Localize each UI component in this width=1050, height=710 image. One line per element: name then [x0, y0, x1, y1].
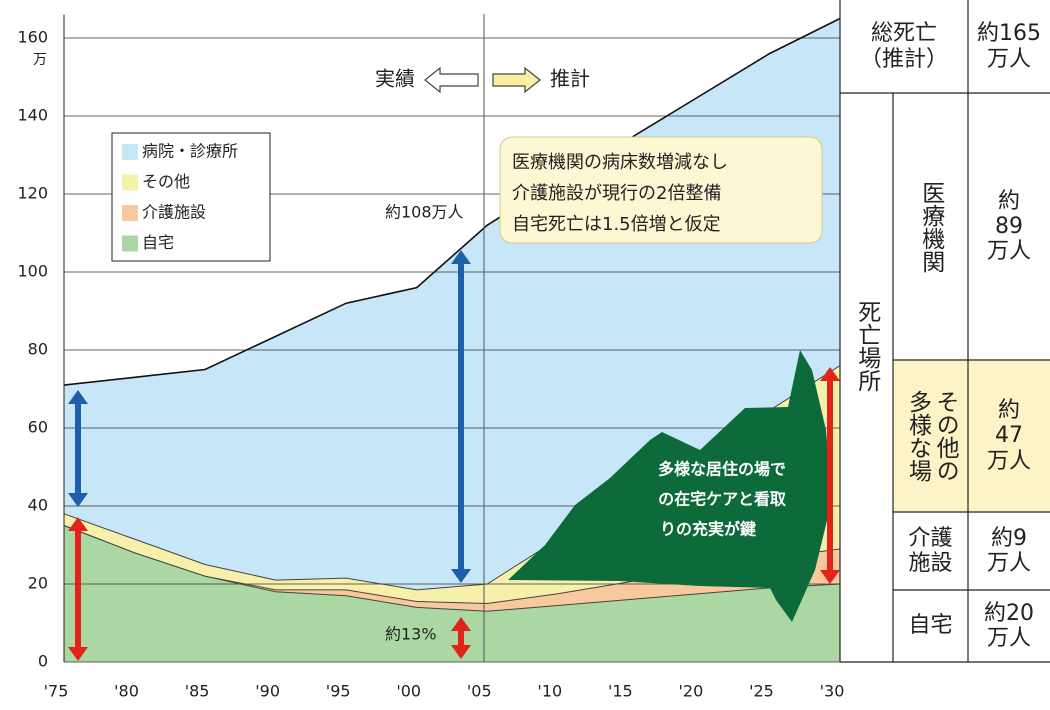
text: 約: [997, 188, 1020, 214]
y-tick-label: 0: [38, 652, 48, 671]
area-edge: [63, 17, 841, 386]
note-line: 医療機関の病床数増減なし: [512, 152, 728, 173]
row-label: その他の 多様な場: [893, 360, 968, 512]
row-label: 医療機関: [893, 93, 968, 360]
legend-swatch: [122, 205, 138, 221]
text: 47: [995, 423, 1023, 449]
callout-line: の在宅ケアと看取: [658, 490, 786, 509]
arrows: [68, 250, 840, 661]
row-label: 自宅: [893, 590, 968, 662]
text: 約: [997, 398, 1020, 424]
text: 約165: [977, 21, 1041, 47]
y-tick-label: 40: [28, 496, 48, 515]
right-arrow: [492, 66, 541, 94]
legend-label: 自宅: [142, 233, 174, 252]
note-box: [499, 136, 823, 244]
y-tick-label: 60: [28, 418, 48, 437]
arrow-head: [68, 493, 88, 507]
x-tick-label: '20: [679, 682, 704, 701]
callout-line: りの充実が鍵: [660, 520, 756, 539]
x-tick-label: '80: [114, 682, 139, 701]
text: 約9: [991, 525, 1027, 551]
text: 多様な場: [904, 390, 931, 482]
y-tick-label: 20: [28, 574, 48, 593]
text: 89: [995, 213, 1023, 239]
arrow-head: [451, 250, 471, 264]
legend-label: その他: [142, 172, 190, 191]
text: 総死亡: [870, 21, 937, 47]
row-value: 約20 万人: [968, 590, 1050, 662]
arrow-head: [451, 569, 471, 583]
table-lines: [839, 0, 1050, 663]
callout-line: 多様な居住の場で: [658, 460, 786, 479]
x-tick-label: '90: [255, 682, 280, 701]
x-tick-label: '05: [467, 682, 492, 701]
legend-label: 介護施設: [142, 203, 206, 222]
text: 介護: [908, 525, 953, 551]
y-tick-label: 80: [28, 340, 48, 359]
y-unit: 万: [33, 52, 47, 68]
note-line: 自宅死亡は1.5倍増と仮定: [512, 214, 721, 235]
annotation: 約13%: [385, 625, 437, 644]
row-value: 約9 万人: [968, 512, 1050, 590]
x-tick-label: '10: [537, 682, 562, 701]
period-label: 実績: [375, 67, 415, 91]
legend-box: [111, 132, 271, 262]
highlight-row: [893, 360, 1050, 512]
row-value: 約 89 万人: [968, 93, 1050, 360]
note-line: 介護施設が現行の2倍整備: [512, 183, 721, 204]
legend-swatch: [122, 144, 138, 160]
text: 約20: [984, 600, 1034, 626]
text: 施設: [908, 551, 953, 576]
y-tick-label: 140: [17, 106, 48, 125]
arrow-head: [820, 570, 840, 584]
x-tick-label: '95: [326, 682, 351, 701]
place-header: 死亡場所: [840, 300, 893, 430]
text: （推計）: [859, 46, 948, 72]
text: 万人: [986, 448, 1031, 474]
arrow-head: [820, 367, 840, 381]
row-value: 約 47 万人: [968, 360, 1050, 512]
x-tick-label: '30: [820, 682, 845, 701]
left-arrow: [424, 66, 479, 94]
text: 医療機関: [917, 180, 944, 273]
total-label: 総死亡 （推計）: [840, 0, 968, 93]
area: [64, 525, 840, 612]
arrow-head: [451, 645, 471, 659]
text: 万人: [986, 46, 1031, 72]
legend-label: 病院・診療所: [142, 142, 238, 161]
arrow-head: [68, 517, 88, 531]
x-tick-label: '85: [185, 682, 210, 701]
text: 万人: [986, 626, 1031, 651]
arrow-head: [68, 647, 88, 661]
annotation: 約108万人: [385, 203, 464, 222]
plot: 0 20 40 60 80 100 120 140 160 万 '75 '80 '85 '90 '95 '00…: [17, 14, 845, 701]
text: 死亡場所: [853, 300, 880, 392]
arrow-head: [68, 390, 88, 404]
text: 万人: [986, 239, 1031, 265]
callout-shape: [508, 350, 832, 622]
y-tick-label: 160: [17, 28, 48, 47]
y-tick-label: 100: [17, 262, 48, 281]
x-tick-label: '25: [749, 682, 774, 701]
legend-swatch: [122, 174, 138, 191]
y-tick-label: 120: [17, 184, 48, 203]
area: [64, 525, 840, 662]
text: その他の: [932, 390, 959, 482]
period-label: 推計: [550, 67, 590, 91]
row-label: 介護 施設: [893, 512, 968, 590]
arrow-head: [451, 617, 471, 631]
x-tick-label: '75: [44, 682, 69, 701]
legend-swatch: [122, 235, 138, 252]
x-tick-label: '15: [608, 682, 633, 701]
text: 自宅: [908, 613, 953, 639]
x-tick-label: '00: [396, 682, 421, 701]
total-value: 約165 万人: [968, 0, 1050, 93]
text: 万人: [986, 551, 1031, 576]
